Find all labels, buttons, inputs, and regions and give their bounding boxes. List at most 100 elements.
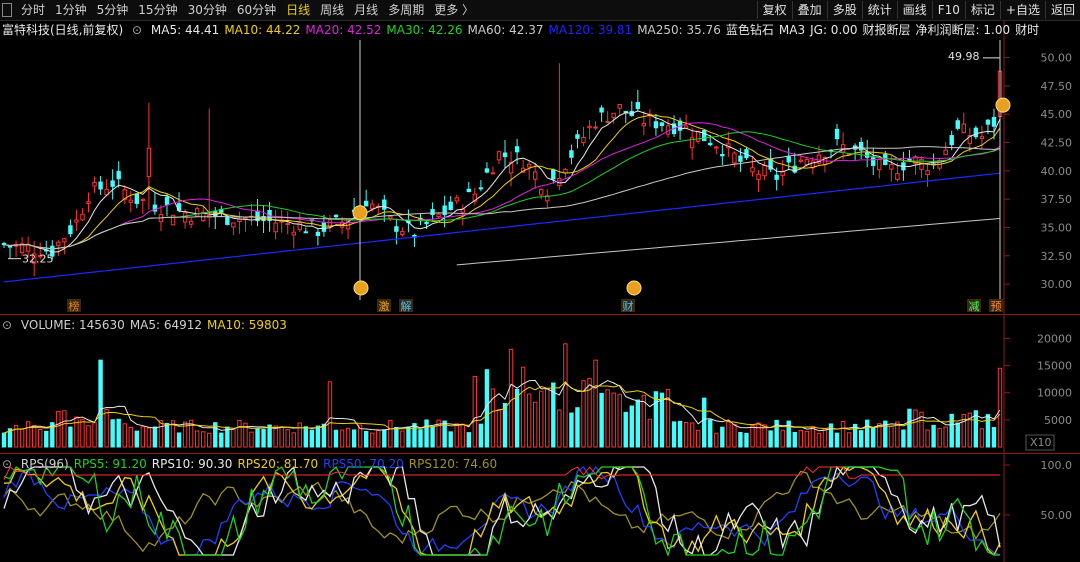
y-tick-label: 45.00 xyxy=(1041,108,1073,121)
candle xyxy=(363,200,369,207)
gold-ingot-icon xyxy=(352,205,368,221)
volume-bar xyxy=(659,392,665,448)
tab-0[interactable]: 分时 xyxy=(21,3,46,17)
volume-bar xyxy=(339,429,345,448)
candle xyxy=(315,231,321,236)
y-tick-label: 50.00 xyxy=(1041,509,1073,522)
candle xyxy=(913,156,918,165)
tab-9[interactable]: 多周期 xyxy=(388,3,425,17)
gold-ingot-icon xyxy=(353,280,369,296)
candle xyxy=(720,153,725,157)
volume-bar xyxy=(605,389,610,448)
candle xyxy=(732,152,737,164)
candle xyxy=(985,119,991,125)
candle xyxy=(502,152,508,158)
candle xyxy=(436,213,441,218)
volume-bar xyxy=(44,430,49,448)
legend-item-1: MA10: 44.22 xyxy=(224,23,301,37)
volume-bar xyxy=(7,428,13,448)
candle xyxy=(321,222,327,232)
volume-legend: ⊙ VOLUME: 145630 MA5: 64912 MA10: 59803 xyxy=(2,317,292,333)
volume-bar xyxy=(68,426,73,448)
tab-2[interactable]: 5分钟 xyxy=(96,3,129,17)
legend-item-2: MA20: 42.52 xyxy=(305,23,382,37)
volume-bar xyxy=(279,426,284,448)
volume-bar xyxy=(714,432,719,448)
volume-bar xyxy=(508,348,514,448)
volume-bar xyxy=(865,419,870,448)
volume-bar xyxy=(418,429,423,448)
toolbar-button-1[interactable]: 叠加 xyxy=(791,1,827,19)
tab-3[interactable]: 15分钟 xyxy=(138,3,178,17)
candle xyxy=(871,157,876,166)
candle xyxy=(514,146,520,153)
tab-5[interactable]: 60分钟 xyxy=(236,3,277,17)
tab-8[interactable]: 月线 xyxy=(354,3,379,17)
toolbar-button-7[interactable]: +自选 xyxy=(999,1,1045,19)
panel-toggle-icon[interactable]: ⊙ xyxy=(2,318,13,332)
price-chart[interactable]: 50.00 47.50 45.00 42.50 40.00 37.50 35.00 32.50… xyxy=(0,20,1080,314)
ma250-line xyxy=(456,217,1001,266)
toolbar-button-5[interactable]: F10 xyxy=(931,1,965,19)
volume-bar xyxy=(871,427,876,448)
tab-10[interactable]: 更多 〉 xyxy=(434,3,475,17)
volume-bar xyxy=(943,426,948,448)
y-tick-label: 35.00 xyxy=(1041,222,1073,235)
y-tick-label: 10000 xyxy=(1037,387,1072,400)
volume-bar xyxy=(376,430,381,448)
y-tick-label: 30.00 xyxy=(1041,278,1073,291)
volume-bar xyxy=(762,424,767,448)
volume-bar xyxy=(545,388,550,448)
candle xyxy=(370,203,375,210)
rps-chart-panel[interactable]: 100.0 50.00 ⊙ RPS(96) RPS5: 91.20 RPS10: 90… xyxy=(0,454,1080,562)
settings-icon[interactable]: ⊙ xyxy=(132,23,143,37)
toolbar-button-4[interactable]: 画线 xyxy=(896,1,932,19)
volume-bar xyxy=(514,388,520,448)
stock-title: 富特科技(日线,前复权) xyxy=(2,23,124,37)
candle xyxy=(991,116,997,127)
event-marker-bg xyxy=(377,299,391,312)
tab-7[interactable]: 周线 xyxy=(320,3,345,17)
price-chart-panel[interactable]: 50.00 47.50 45.00 42.50 40.00 37.50 35.00 32.50… xyxy=(0,20,1080,315)
candle xyxy=(297,222,302,231)
volume-bar xyxy=(756,422,761,448)
low-label: 32.25 xyxy=(22,253,54,266)
tab-1[interactable]: 1分钟 xyxy=(55,3,87,17)
volume-bar xyxy=(635,399,641,448)
volume-bar xyxy=(852,423,858,448)
volume-bar xyxy=(267,424,272,448)
volume-chart-panel[interactable]: 20000 15000 10000 5000 X10 ⊙ VOLUME: 145630 M… xyxy=(0,315,1080,454)
candle xyxy=(140,198,146,202)
vol-ma10-line xyxy=(3,381,1001,434)
legend-item-4: RPS50: 70.20 xyxy=(323,457,404,471)
toolbar-button-2[interactable]: 多股 xyxy=(826,1,862,19)
volume-bar xyxy=(526,393,532,448)
tab-6[interactable]: 日线 xyxy=(286,3,311,17)
legend-item-12: 财时 xyxy=(1015,23,1040,37)
legend-item-0: RPS(96) xyxy=(20,457,69,471)
candle xyxy=(925,170,930,176)
toolbar-button-3[interactable]: 统计 xyxy=(861,1,897,19)
volume-chart[interactable]: 20000 15000 10000 5000 X10 xyxy=(0,315,1080,453)
y-tick-label: 32.50 xyxy=(1041,250,1073,263)
ma120-line xyxy=(3,172,1001,283)
candle xyxy=(134,193,140,204)
volume-bar xyxy=(116,418,121,448)
volume-bar xyxy=(382,429,387,448)
volume-bar xyxy=(708,419,713,448)
toolbar-button-0[interactable]: 复权 xyxy=(756,1,792,19)
toolbar-button-8[interactable]: 返回 xyxy=(1044,1,1080,19)
panel-toggle-icon[interactable] xyxy=(2,3,12,17)
toolbar-button-6[interactable]: 标记 xyxy=(964,1,1000,19)
volume-bar xyxy=(961,414,966,448)
volume-bar xyxy=(188,419,194,448)
volume-bar xyxy=(955,422,960,448)
volume-bar xyxy=(19,428,25,448)
rps-strong-line xyxy=(3,466,1000,480)
tab-4[interactable]: 30分钟 xyxy=(187,3,227,17)
volume-bar xyxy=(925,429,930,448)
event-marker: 减 xyxy=(969,300,980,313)
panel-toggle-icon[interactable]: ⊙ xyxy=(2,457,13,471)
rps-chart[interactable]: 100.0 50.00 xyxy=(0,454,1080,562)
candle xyxy=(689,137,695,149)
